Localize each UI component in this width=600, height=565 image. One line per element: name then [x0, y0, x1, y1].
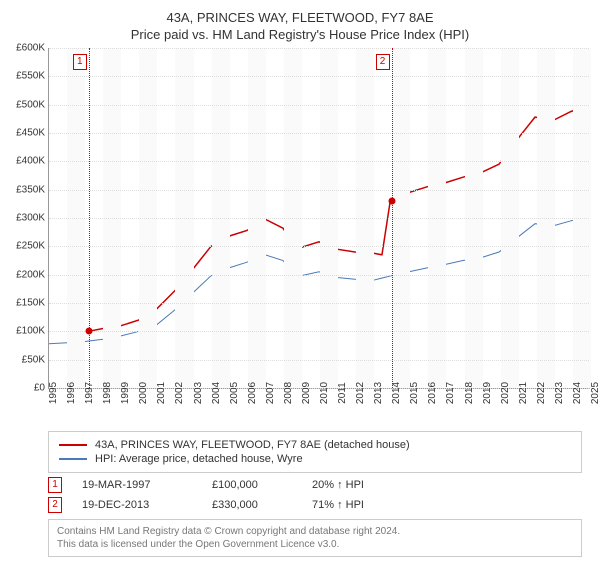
- chart-title-line1: 43A, PRINCES WAY, FLEETWOOD, FY7 8AE: [0, 10, 600, 25]
- marker-badge: 2: [376, 54, 390, 70]
- x-axis-label: 1995: [48, 382, 59, 404]
- y-axis-label: £350K: [16, 184, 49, 195]
- marker-line: [392, 48, 393, 388]
- gridline: [49, 331, 589, 332]
- x-axis-label: 2024: [572, 382, 583, 404]
- gridline: [49, 218, 589, 219]
- x-axis-label: 2012: [355, 382, 366, 404]
- legend-label: 43A, PRINCES WAY, FLEETWOOD, FY7 8AE (de…: [95, 439, 410, 451]
- x-axis-label: 2021: [518, 382, 529, 404]
- x-axis-label: 2011: [337, 382, 348, 404]
- title-block: 43A, PRINCES WAY, FLEETWOOD, FY7 8AE Pri…: [0, 0, 600, 48]
- marker-badge: 1: [73, 54, 87, 70]
- marker-line: [89, 48, 90, 388]
- gridline: [49, 303, 589, 304]
- gridline: [49, 76, 589, 77]
- y-axis-label: £400K: [16, 156, 49, 167]
- gridline: [49, 190, 589, 191]
- attribution: Contains HM Land Registry data © Crown c…: [48, 519, 582, 557]
- x-axis-label: 2022: [536, 382, 547, 404]
- y-axis-label: £50K: [22, 354, 49, 365]
- sale-date: 19-DEC-2013: [82, 499, 192, 511]
- y-axis-label: £300K: [16, 213, 49, 224]
- sale-row: 2 19-DEC-2013 £330,000 71% ↑ HPI: [48, 497, 600, 513]
- sale-dot: [388, 198, 395, 205]
- sale-hpi: 71% ↑ HPI: [312, 499, 402, 511]
- x-axis-label: 2002: [174, 382, 185, 404]
- y-axis-label: £150K: [16, 298, 49, 309]
- chart-container: 43A, PRINCES WAY, FLEETWOOD, FY7 8AE Pri…: [0, 0, 600, 557]
- x-axis-label: 2007: [265, 382, 276, 404]
- x-axis-label: 1996: [66, 382, 77, 404]
- legend-swatch: [59, 458, 87, 460]
- chart-title-line2: Price paid vs. HM Land Registry's House …: [0, 27, 600, 42]
- x-axis-label: 2004: [211, 382, 222, 404]
- gridline: [49, 161, 589, 162]
- y-axis-label: £100K: [16, 326, 49, 337]
- x-axis-label: 2001: [156, 382, 167, 404]
- x-axis-labels: 1995199619971998199920002001200220032004…: [48, 389, 590, 425]
- x-axis-label: 1999: [120, 382, 131, 404]
- sale-row: 1 19-MAR-1997 £100,000 20% ↑ HPI: [48, 477, 600, 493]
- y-axis-label: £550K: [16, 71, 49, 82]
- x-axis-label: 2023: [554, 382, 565, 404]
- sale-marker-badge: 2: [48, 497, 62, 513]
- x-axis-label: 2010: [319, 382, 330, 404]
- gridline: [49, 246, 589, 247]
- sale-price: £100,000: [212, 479, 292, 491]
- gridline: [49, 133, 589, 134]
- x-axis-label: 2019: [482, 382, 493, 404]
- x-axis-label: 2003: [193, 382, 204, 404]
- y-axis-label: £200K: [16, 269, 49, 280]
- y-axis-label: £500K: [16, 99, 49, 110]
- gridline: [49, 275, 589, 276]
- x-axis-label: 1998: [102, 382, 113, 404]
- sale-dot: [85, 328, 92, 335]
- y-axis-label: £600K: [16, 43, 49, 54]
- attribution-line2: This data is licensed under the Open Gov…: [57, 538, 573, 551]
- legend-label: HPI: Average price, detached house, Wyre: [95, 453, 303, 465]
- sale-hpi: 20% ↑ HPI: [312, 479, 402, 491]
- plot-area: £0£50K£100K£150K£200K£250K£300K£350K£400…: [48, 48, 590, 389]
- x-axis-label: 2016: [427, 382, 438, 404]
- sale-price: £330,000: [212, 499, 292, 511]
- x-axis-label: 2015: [409, 382, 420, 404]
- attribution-line1: Contains HM Land Registry data © Crown c…: [57, 525, 573, 538]
- gridline: [49, 105, 589, 106]
- y-axis-label: £0: [34, 383, 49, 394]
- gridline: [49, 48, 589, 49]
- x-axis-label: 2005: [229, 382, 240, 404]
- x-axis-label: 2006: [247, 382, 258, 404]
- x-axis-label: 1997: [84, 382, 95, 404]
- gridline: [49, 360, 589, 361]
- y-axis-label: £450K: [16, 128, 49, 139]
- x-axis-label: 2014: [391, 382, 402, 404]
- legend-item: 43A, PRINCES WAY, FLEETWOOD, FY7 8AE (de…: [59, 438, 571, 452]
- x-axis-label: 2018: [464, 382, 475, 404]
- legend-item: HPI: Average price, detached house, Wyre: [59, 452, 571, 466]
- x-axis-label: 2008: [283, 382, 294, 404]
- x-axis-label: 2013: [373, 382, 384, 404]
- x-axis-label: 2000: [138, 382, 149, 404]
- y-axis-label: £250K: [16, 241, 49, 252]
- x-axis-label: 2025: [590, 382, 600, 404]
- sale-date: 19-MAR-1997: [82, 479, 192, 491]
- legend: 43A, PRINCES WAY, FLEETWOOD, FY7 8AE (de…: [48, 431, 582, 473]
- sale-marker-badge: 1: [48, 477, 62, 493]
- x-axis-label: 2020: [500, 382, 511, 404]
- x-axis-label: 2009: [301, 382, 312, 404]
- legend-swatch: [59, 444, 87, 446]
- x-axis-label: 2017: [445, 382, 456, 404]
